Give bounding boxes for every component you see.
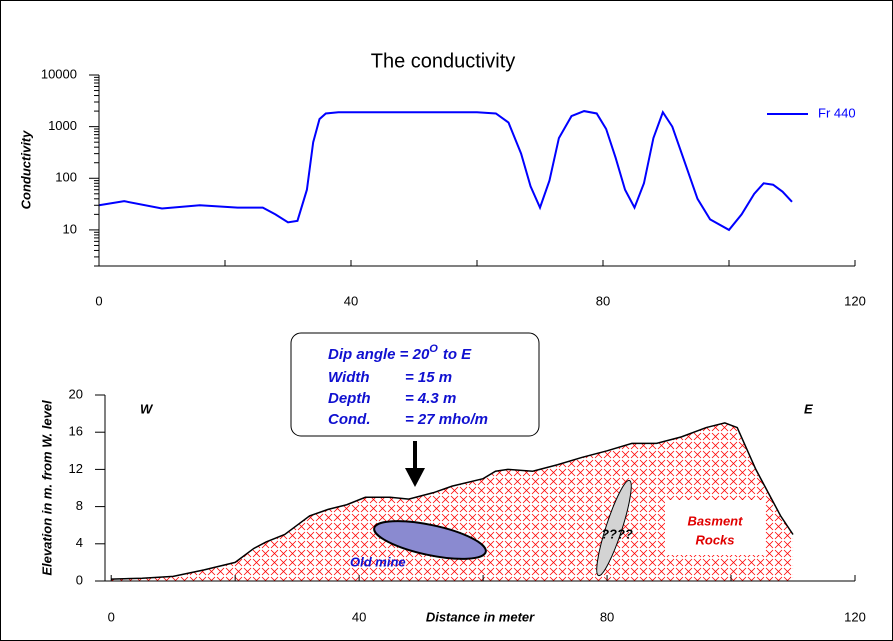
surface-line <box>111 422 794 580</box>
unknown-label: ???? <box>601 526 633 541</box>
x-tick-label: 40 <box>352 609 366 624</box>
x-tick-label: 0 <box>108 609 115 624</box>
mine-label: Old mine <box>350 554 406 569</box>
area-fill <box>111 422 794 581</box>
prop-name: Width <box>328 369 370 386</box>
x-tick-label: 80 <box>596 293 610 308</box>
chart-title: The conductivity <box>371 50 516 72</box>
x-tick-label: 120 <box>844 293 866 308</box>
x-tick-label: 80 <box>600 609 614 624</box>
y-tick-label: 20 <box>69 386 83 401</box>
series-line <box>98 110 793 232</box>
prop-name: Depth <box>328 390 371 407</box>
east-label: E <box>804 401 813 416</box>
dyke-shape <box>596 479 632 577</box>
prop-name: Cond. <box>328 411 371 428</box>
y-tick-label: 100 <box>55 170 77 185</box>
y-tick-label: 16 <box>69 424 83 439</box>
y-tick-label: 10 <box>63 221 77 236</box>
west-label: W <box>140 401 154 416</box>
x-axis-label: Distance in meter <box>426 609 535 624</box>
annotations: W E Dip angle = 20O to E Old mine ???? Ba… <box>140 332 813 577</box>
rock-label: Rocks <box>695 532 734 547</box>
prop-value: = 4.3 m <box>405 390 456 407</box>
x-tick-label: 40 <box>344 293 358 308</box>
y-tick-label: 12 <box>69 461 83 476</box>
info-box <box>290 332 540 437</box>
x-tick-label: 120 <box>844 609 866 624</box>
rock-label: Basment <box>688 513 744 528</box>
y-tick-label: 4 <box>76 535 83 550</box>
arrow-head <box>405 468 425 487</box>
legend-label: Fr 440 <box>818 105 856 120</box>
x-tick-label: 0 <box>95 293 102 308</box>
prop-value: = 15 m <box>405 369 452 386</box>
prop-value: = 27 mho/m <box>405 411 488 428</box>
y-tick-label: 1000 <box>48 118 77 133</box>
y-axis-label: Conductivity <box>18 130 33 209</box>
y-tick-label: 10000 <box>41 66 77 81</box>
old-mine-shape <box>373 520 487 560</box>
y-tick-label: 8 <box>76 498 83 513</box>
y-tick-label: 0 <box>76 572 83 587</box>
bottom-chart: Elevation in m. from W. level Distance i… <box>39 386 865 624</box>
top-chart: The conductivity Conductivity Fr 440 0 40 8… <box>18 50 865 308</box>
y-axis-label: Elevation in m. from W. level <box>39 400 54 576</box>
dip-label: Dip angle = 20O to E <box>328 343 472 363</box>
rock-label-box <box>665 500 765 555</box>
